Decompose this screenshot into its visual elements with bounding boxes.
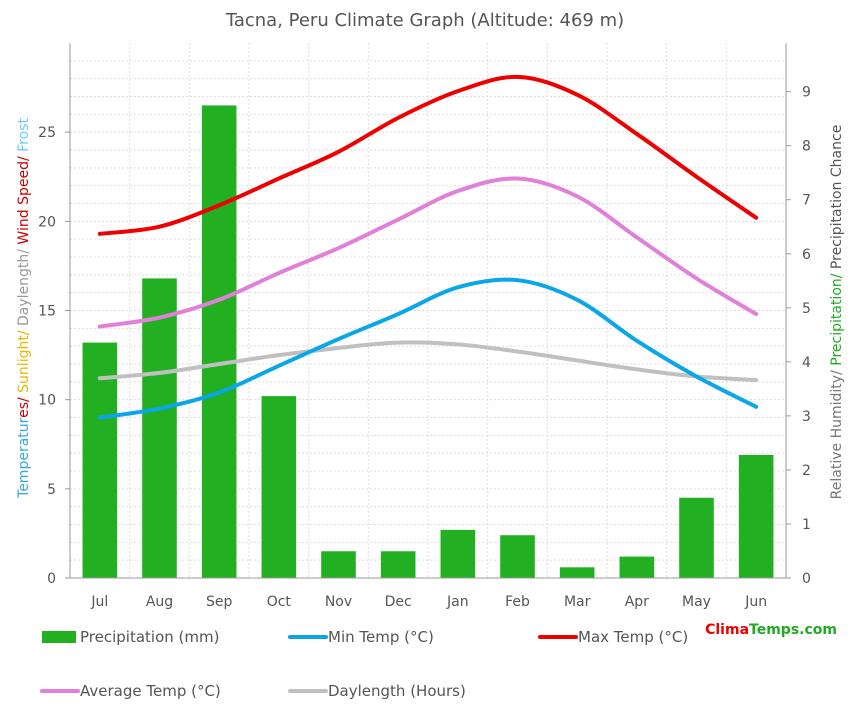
left-tick-label: 15: [38, 304, 56, 320]
series-line: [97, 74, 759, 236]
series-line: [97, 176, 759, 329]
right-tick-label: 2: [802, 463, 811, 479]
right-tick-label: 7: [802, 193, 811, 209]
precipitation-bar: [738, 454, 774, 578]
brand-part-clima: Clima: [705, 622, 749, 638]
x-tick-label: Apr: [625, 594, 649, 610]
right-axis-label: Relative Humidity/ Precipitation/ Precip…: [829, 125, 845, 500]
precipitation-bar: [82, 342, 118, 578]
axis-label-part: Precipitation Chance: [829, 125, 845, 269]
right-tick-label: 6: [802, 247, 811, 263]
axis-label-part: Temperatur: [16, 417, 32, 499]
precipitation-bar: [321, 551, 356, 578]
precipitation-bar: [201, 105, 237, 579]
precipitation-bars: [82, 105, 774, 579]
brand-part-temps: Temps: [749, 622, 799, 638]
left-tick-label: 0: [47, 571, 56, 587]
axis-label-part: Daylength/: [16, 245, 32, 326]
chart-title: Tacna, Peru Climate Graph (Altitude: 469…: [225, 10, 624, 31]
x-tick-label: Aug: [146, 594, 173, 610]
right-axis-ticks: 0 1 2 3 4 5 6 7 8 9: [786, 85, 811, 587]
axis-label-part: Relative Humidity/: [829, 366, 845, 500]
grid: [70, 43, 786, 578]
legend-label: Max Temp (°C): [578, 628, 688, 646]
x-tick-label: Jun: [744, 594, 767, 610]
left-tick-label: 20: [38, 214, 56, 230]
axis-label-part: es/: [16, 393, 32, 418]
x-tick-label: Nov: [325, 594, 352, 610]
precipitation-bar: [559, 567, 595, 578]
right-tick-label: 8: [802, 139, 811, 155]
x-tick-label: Sep: [206, 594, 233, 610]
legend-label: Average Temp (°C): [80, 682, 221, 700]
x-tick-label: Jul: [90, 594, 108, 610]
precipitation-bar: [679, 497, 714, 578]
left-axis-ticks: 0 5 10 15 20 25: [38, 125, 70, 587]
axis-label-part: Precipitation/: [829, 269, 845, 366]
left-tick-label: 25: [38, 125, 56, 141]
axis-label-part: Wind Speed/: [16, 152, 32, 245]
precipitation-bar: [380, 551, 416, 578]
right-tick-label: 5: [802, 301, 811, 317]
x-tick-label: May: [682, 594, 711, 610]
legend-label: Daylength (Hours): [328, 682, 466, 700]
axis-label-part: Frost: [16, 118, 32, 152]
right-tick-label: 0: [802, 571, 811, 587]
x-tick-label: Mar: [564, 594, 591, 610]
left-tick-label: 10: [38, 393, 56, 409]
precipitation-bar: [500, 535, 535, 578]
left-tick-label: 5: [47, 482, 56, 498]
precipitation-bar: [261, 396, 297, 578]
temperature-lines: [97, 74, 759, 420]
x-tick-label: Oct: [267, 594, 292, 610]
x-axis-ticks: Jul Aug Sep Oct Nov Dec Jan Feb Mar Apr May Jun: [90, 594, 767, 610]
brand-part-com: .com: [799, 622, 837, 638]
precipitation-bar: [440, 529, 476, 578]
axis-label-part: Sunlight/: [16, 326, 32, 393]
series-line: [97, 340, 759, 383]
legend-label: Precipitation (mm): [80, 628, 219, 646]
series-line: [97, 277, 759, 420]
legend-label: Min Temp (°C): [328, 628, 434, 646]
left-axis-label: Temperatures/ Sunlight/ Daylength/ Wind …: [16, 118, 32, 499]
precipitation-bar: [142, 278, 177, 578]
right-tick-label: 1: [802, 517, 811, 533]
right-tick-label: 9: [802, 85, 811, 101]
right-tick-label: 4: [802, 355, 811, 371]
brand-logo: ClimaTemps.com: [705, 622, 837, 638]
right-tick-label: 3: [802, 409, 811, 425]
x-tick-label: Dec: [385, 594, 412, 610]
precipitation-bar: [619, 556, 655, 578]
legend-swatch: [42, 631, 76, 643]
x-tick-label: Feb: [505, 594, 530, 610]
x-tick-label: Jan: [446, 594, 469, 610]
legend: Precipitation (mm) Min Temp (°C) Max Temp …: [40, 628, 688, 700]
